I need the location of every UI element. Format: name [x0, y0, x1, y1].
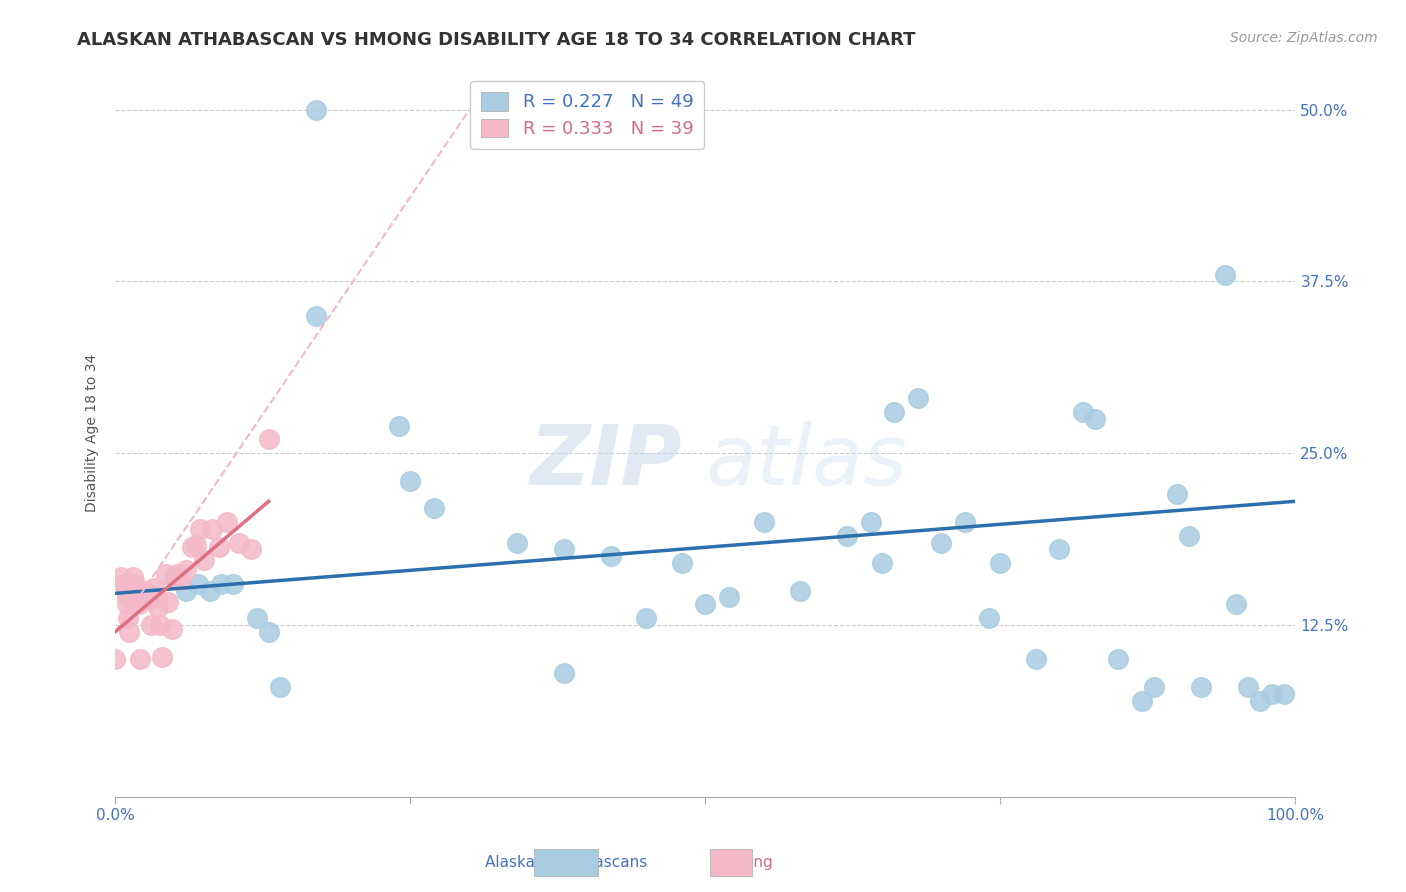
Point — [1213, 268, 1236, 282]
Point — [1237, 680, 1260, 694]
Point — [201, 522, 224, 536]
Point — [600, 549, 623, 564]
Point — [136, 593, 159, 607]
Point — [122, 570, 145, 584]
Point — [1249, 693, 1271, 707]
Point — [754, 515, 776, 529]
Point — [305, 309, 328, 323]
Point — [835, 528, 858, 542]
Point — [157, 594, 180, 608]
Point — [112, 576, 135, 591]
Point — [257, 624, 280, 639]
Point — [110, 570, 132, 584]
Point — [1071, 405, 1094, 419]
Point — [181, 540, 204, 554]
Point — [163, 570, 186, 584]
Point — [166, 567, 188, 582]
Y-axis label: Disability Age 18 to 34: Disability Age 18 to 34 — [86, 353, 100, 512]
Point — [305, 103, 328, 117]
Text: Source: ZipAtlas.com: Source: ZipAtlas.com — [1230, 31, 1378, 45]
Point — [399, 474, 422, 488]
Point — [136, 586, 159, 600]
Point — [270, 680, 292, 694]
Point — [553, 542, 575, 557]
Point — [174, 563, 197, 577]
Text: Alaskan Athabascans: Alaskan Athabascans — [485, 855, 647, 870]
Point — [695, 598, 717, 612]
Point — [505, 535, 527, 549]
Point — [671, 556, 693, 570]
Point — [872, 556, 894, 570]
Point — [907, 391, 929, 405]
Point — [115, 583, 138, 598]
Point — [1189, 680, 1212, 694]
Text: atlas: atlas — [706, 421, 907, 502]
Point — [1049, 542, 1071, 557]
Point — [128, 598, 150, 612]
Point — [553, 666, 575, 681]
Text: ZIP: ZIP — [529, 421, 682, 502]
Text: ALASKAN ATHABASCAN VS HMONG DISABILITY AGE 18 TO 34 CORRELATION CHART: ALASKAN ATHABASCAN VS HMONG DISABILITY A… — [77, 31, 915, 49]
Point — [990, 556, 1012, 570]
Point — [1261, 687, 1284, 701]
Point — [1225, 598, 1247, 612]
Point — [1178, 528, 1201, 542]
Point — [423, 501, 446, 516]
Point — [184, 538, 207, 552]
Point — [240, 542, 263, 557]
Point — [859, 515, 882, 529]
Point — [145, 591, 167, 605]
Point — [257, 433, 280, 447]
Point — [115, 598, 138, 612]
Legend: R = 0.227   N = 49, R = 0.333   N = 39: R = 0.227 N = 49, R = 0.333 N = 39 — [471, 81, 704, 149]
Point — [211, 576, 233, 591]
Point — [246, 611, 269, 625]
Point — [977, 611, 1000, 625]
Point — [118, 624, 141, 639]
Point — [146, 600, 169, 615]
Point — [1130, 693, 1153, 707]
Point — [217, 515, 239, 529]
Point — [104, 652, 127, 666]
Point — [155, 567, 177, 582]
Point — [125, 583, 148, 598]
Point — [149, 618, 172, 632]
Point — [187, 576, 209, 591]
Point — [636, 611, 658, 625]
Point — [193, 553, 215, 567]
Point — [1025, 652, 1047, 666]
Point — [188, 522, 211, 536]
Point — [198, 583, 221, 598]
Point — [174, 583, 197, 598]
Point — [139, 618, 162, 632]
Point — [134, 583, 156, 598]
Point — [222, 576, 245, 591]
Point — [129, 652, 152, 666]
Point — [208, 540, 231, 554]
Point — [124, 576, 146, 591]
Point — [228, 535, 250, 549]
Point — [953, 515, 976, 529]
Point — [1166, 487, 1188, 501]
Point — [117, 611, 139, 625]
Point — [152, 649, 174, 664]
Point — [115, 591, 138, 605]
Point — [387, 418, 409, 433]
Text: Hmong: Hmong — [703, 855, 773, 870]
Point — [1272, 687, 1295, 701]
Point — [717, 591, 740, 605]
Point — [160, 622, 183, 636]
Point — [1143, 680, 1166, 694]
Point — [143, 581, 166, 595]
Point — [789, 583, 811, 598]
Point — [127, 591, 149, 605]
Point — [931, 535, 953, 549]
Point — [1084, 412, 1107, 426]
Point — [169, 573, 191, 587]
Point — [883, 405, 905, 419]
Point — [1107, 652, 1129, 666]
